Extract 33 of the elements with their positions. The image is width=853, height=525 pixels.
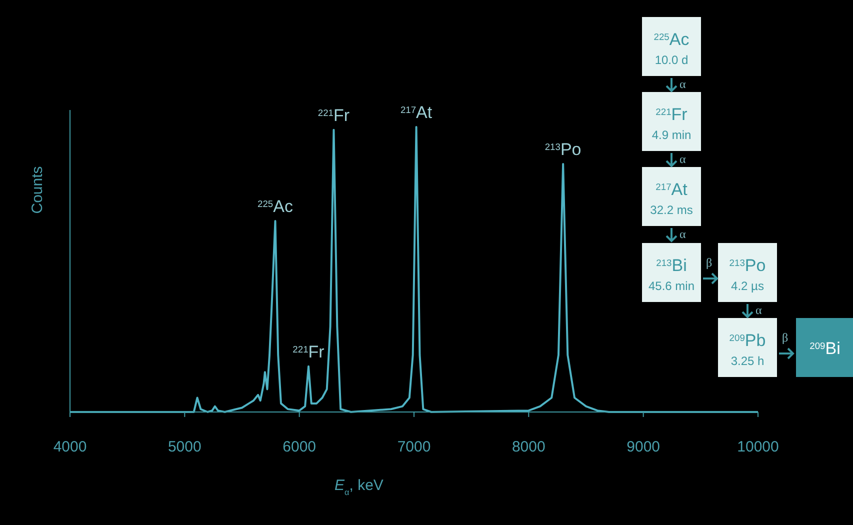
annotation: α bbox=[756, 303, 762, 317]
text: $^{221}$Fr bbox=[656, 105, 688, 124]
text: α bbox=[680, 77, 686, 91]
text: $^{225}$Ac bbox=[654, 30, 690, 49]
text: 10.0 d bbox=[654, 53, 688, 67]
text: β bbox=[782, 330, 788, 344]
annotation: $^{221}$Fr bbox=[292, 342, 325, 362]
annotation: α bbox=[680, 227, 686, 241]
annotation: α bbox=[680, 152, 686, 166]
x-tick-label: 7000 bbox=[397, 438, 431, 456]
text: $^{209}$Bi bbox=[810, 339, 840, 358]
annotation: 3.25 h bbox=[730, 354, 764, 368]
x-tick-label: 10000 bbox=[737, 438, 779, 456]
annotation: 4.2 µs bbox=[731, 279, 764, 293]
annotation: 4.9 min bbox=[652, 128, 692, 142]
annotation: $^{213}$Po bbox=[544, 140, 582, 160]
annotation: $^{217}$At bbox=[656, 180, 688, 199]
annotation: $^{225}$Ac bbox=[258, 197, 294, 216]
annotation: $^{221}$Fr bbox=[318, 106, 350, 125]
annotation: $^{213}$Bi bbox=[656, 256, 687, 275]
annotation: 32.2 ms bbox=[650, 203, 693, 217]
x-tick-label: 4000 bbox=[53, 438, 87, 456]
x-tick-label: 8000 bbox=[512, 438, 546, 456]
annotation: 45.6 min bbox=[648, 279, 695, 293]
annotation: $^{209}$Pb bbox=[729, 331, 766, 350]
y-axis-title: Counts bbox=[29, 166, 46, 214]
annotation: β bbox=[706, 256, 712, 270]
annotation: $^{213}$Po bbox=[729, 256, 766, 275]
x-axis-title: E$_{α}$, keV bbox=[334, 477, 384, 496]
x-tick-label: 5000 bbox=[168, 438, 202, 456]
x-tick-label: 6000 bbox=[282, 438, 316, 456]
x-tick-label: 9000 bbox=[626, 438, 660, 456]
annotation: $^{217}$At bbox=[400, 103, 432, 122]
